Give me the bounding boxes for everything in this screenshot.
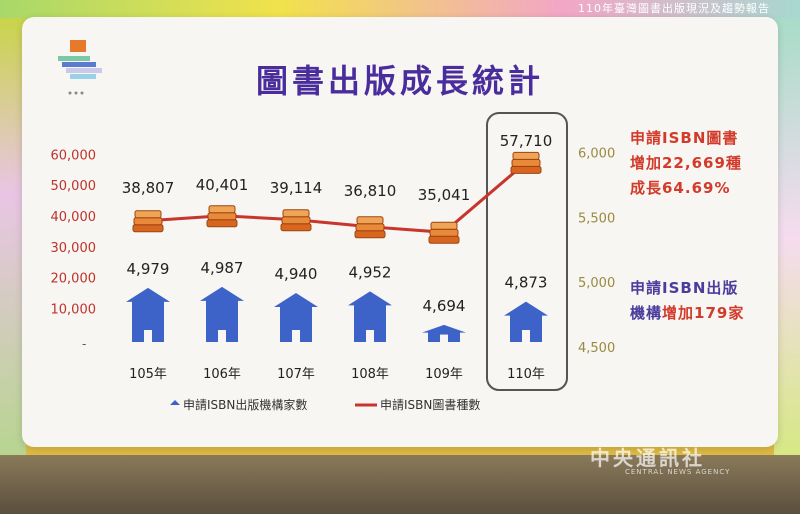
house-icon [422, 324, 466, 342]
publishers-growth-note: 申請ISBN出版 機構增加179家 [630, 276, 744, 326]
book-stack-icon [206, 205, 238, 228]
left-axis-dash: - [82, 337, 86, 351]
chart-legend: 申請ISBN出版機構家數 申請ISBN圖書種數 [170, 397, 480, 412]
category-label: 109年 [425, 367, 463, 382]
books-growth-note: 申請ISBN圖書 增加22,669種 成長64.69% [630, 126, 742, 201]
category-label: 108年 [351, 367, 389, 382]
left-axis-tick-label: 30,000 [51, 241, 97, 256]
right-decor-band [774, 18, 800, 458]
publishers-note-line: 申請ISBN出版 [630, 279, 739, 297]
publishers-note-highlight: 增加179家 [662, 304, 745, 322]
legend-house-marker [170, 400, 180, 405]
floor-area [0, 455, 800, 514]
category-label: 110年 [507, 367, 545, 382]
category-label: 107年 [277, 367, 315, 382]
legend-label-books: 申請ISBN圖書種數 [380, 398, 480, 412]
house-icon [126, 287, 170, 342]
publishers-note-line: 機構增加179家 [630, 301, 744, 326]
book-stack-icon [428, 221, 460, 244]
book-stack-icon [132, 210, 164, 233]
cna-watermark-sub: CENTRAL NEWS AGENCY [625, 468, 731, 476]
books-value-label: 35,041 [418, 186, 471, 204]
publishers-value-label: 4,979 [127, 260, 170, 278]
left-axis-tick-label: 10,000 [51, 303, 97, 318]
books-value-label: 38,807 [122, 179, 175, 197]
category-label: 106年 [203, 367, 241, 382]
right-axis-tick-label: 5,500 [578, 211, 615, 226]
right-axis-tick-label: 6,000 [578, 147, 615, 162]
book-stack-icon [280, 209, 312, 232]
books-note-line: 成長64.69% [630, 179, 731, 197]
legend-label-publishers: 申請ISBN出版機構家數 [183, 397, 307, 412]
left-axis-tick-label: 60,000 [51, 148, 97, 163]
house-icon [274, 292, 318, 342]
left-axis-tick-label: 20,000 [51, 272, 97, 287]
publishers-value-label: 4,694 [423, 297, 466, 315]
book-logo-icon [58, 40, 102, 95]
publishers-value-label: 4,952 [349, 263, 392, 281]
books-note-line: 增加22,669種 [630, 154, 742, 172]
book-stack-icon [354, 216, 386, 239]
books-value-label: 39,114 [270, 179, 323, 197]
right-axis-tick-label: 4,500 [578, 341, 615, 356]
publishers-note-prefix: 機構 [630, 304, 663, 322]
book-stack-icon [510, 151, 542, 174]
slide-title: 圖書出版成長統計 [255, 62, 544, 100]
left-decor-band [0, 18, 26, 458]
books-note-line: 申請ISBN圖書 [630, 129, 739, 147]
report-caption: 110年臺灣圖書出版現況及趨勢報告 [578, 2, 770, 15]
house-icon [504, 301, 548, 342]
category-label: 105年 [129, 367, 167, 382]
right-axis-tick-label: 5,000 [578, 276, 615, 291]
house-icon [348, 291, 392, 342]
books-value-label: 36,810 [344, 182, 397, 200]
books-value-label: 40,401 [196, 176, 249, 194]
left-axis-tick-label: 40,000 [51, 210, 97, 225]
publishers-value-label: 4,987 [201, 259, 244, 277]
highlight-box-110 [486, 112, 568, 391]
books-value-label: 57,710 [500, 132, 553, 150]
house-icon [200, 286, 244, 342]
cna-watermark: 中央通訊社 [590, 446, 705, 470]
publishers-value-label: 4,873 [505, 274, 548, 292]
publishers-value-label: 4,940 [275, 265, 318, 283]
left-axis-tick-label: 50,000 [51, 179, 97, 194]
